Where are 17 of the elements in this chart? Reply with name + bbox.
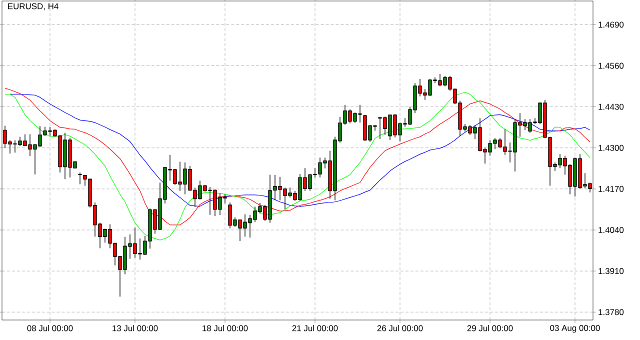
x-tick-label: 18 Jul 00:00 xyxy=(202,325,248,332)
y-tick-label: 1.4690 xyxy=(598,22,624,28)
y-tick-label: 1.4040 xyxy=(598,226,624,233)
x-tick-label: 13 Jul 00:00 xyxy=(112,325,158,332)
chart-title: EURUSD, H4 xyxy=(8,3,58,10)
y-tick-label: 1.4300 xyxy=(598,144,624,151)
x-tick-label: 26 Jul 00:00 xyxy=(377,325,423,332)
x-tick-label: 21 Jul 00:00 xyxy=(292,325,338,332)
y-tick-label: 1.3780 xyxy=(598,309,624,316)
x-tick-label: 29 Jul 00:00 xyxy=(467,325,513,332)
x-tick-label: 08 Jul 00:00 xyxy=(27,325,73,332)
y-tick-label: 1.4560 xyxy=(598,62,624,69)
y-tick-label: 1.4170 xyxy=(598,186,624,192)
candlestick xyxy=(78,172,82,185)
y-tick-label: 1.3910 xyxy=(598,268,624,274)
y-tick-label: 1.4430 xyxy=(598,104,624,110)
x-tick-label: 03 Aug 00:00 xyxy=(550,325,600,333)
